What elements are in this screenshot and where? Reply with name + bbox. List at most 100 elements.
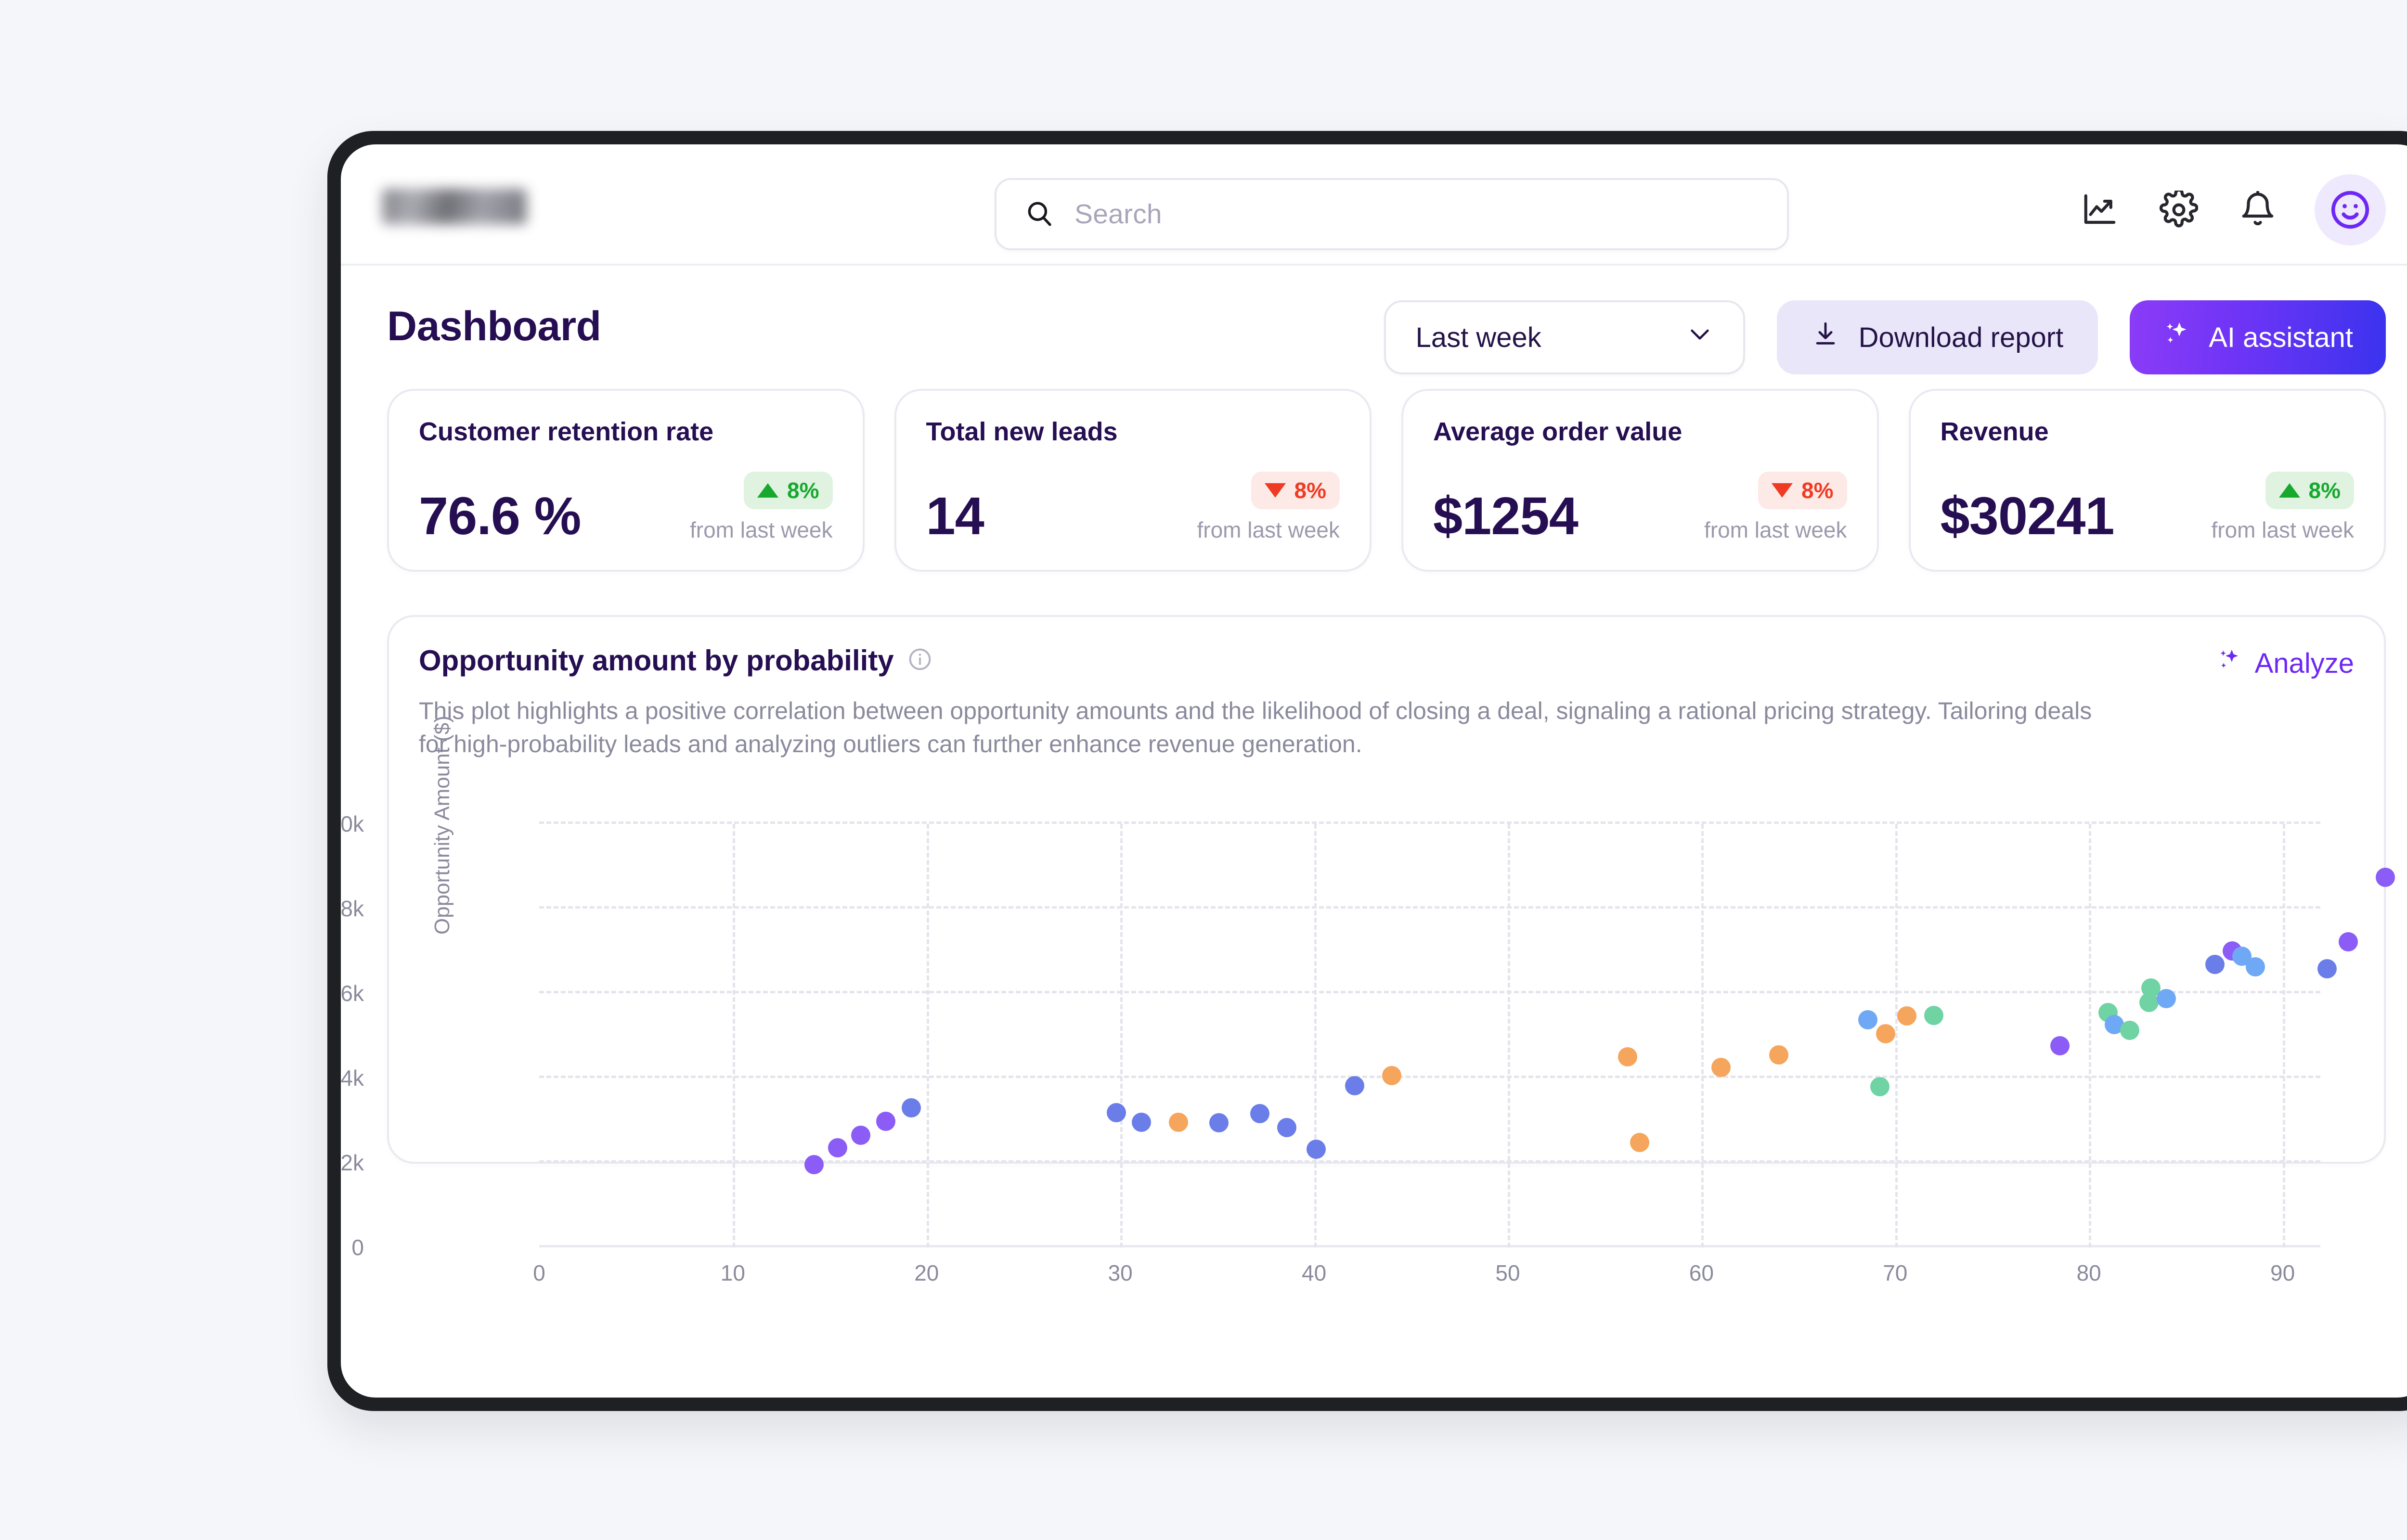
scatter-point[interactable] — [2375, 867, 2395, 887]
scatter-point[interactable] — [1711, 1058, 1731, 1077]
y-axis-tick-label: 8k — [341, 896, 364, 921]
y-axis-tick-label: 4k — [341, 1065, 364, 1091]
kpi-delta: 8% — [787, 478, 819, 503]
scatter-point[interactable] — [2157, 988, 2176, 1008]
trend-down-icon — [1264, 483, 1286, 498]
gridline-horizontal — [539, 821, 2320, 824]
gear-icon[interactable] — [2157, 188, 2201, 232]
y-axis-label: Opportunity Amount ($) — [430, 716, 454, 935]
scatter-point[interactable] — [1277, 1117, 1297, 1137]
gridline-vertical — [733, 824, 736, 1247]
sparkle-icon — [2216, 647, 2242, 680]
gridline-vertical — [2282, 824, 2285, 1247]
download-report-label: Download report — [1858, 321, 2064, 353]
kpi-value: $1254 — [1433, 487, 1579, 546]
x-axis-tick-label: 70 — [1883, 1260, 1908, 1285]
chart-header: Opportunity amount by probability — [419, 644, 2354, 677]
scatter-point[interactable] — [1897, 1006, 1916, 1026]
scatter-point[interactable] — [828, 1138, 847, 1158]
scatter-point[interactable] — [2050, 1036, 2070, 1056]
scatter-point[interactable] — [1168, 1113, 1188, 1132]
x-axis-tick-label: 60 — [1689, 1260, 1714, 1285]
scatter-point[interactable] — [1876, 1024, 1895, 1043]
search-input[interactable] — [1074, 198, 1759, 230]
download-icon — [1812, 320, 1839, 355]
analytics-icon[interactable] — [2078, 188, 2122, 232]
scatter-point[interactable] — [1107, 1103, 1126, 1123]
ai-assistant-button[interactable]: AI assistant — [2130, 300, 2386, 374]
main-content: Dashboard Last week — [341, 266, 2407, 1285]
kpi-title: Average order value — [1433, 417, 1682, 446]
y-axis-tick-label: 2k — [341, 1150, 364, 1175]
plot-grid: 0102030405060708090100 — [533, 821, 2395, 1285]
gridline-vertical — [2089, 824, 2092, 1247]
scatter-point[interactable] — [2139, 993, 2159, 1013]
y-axis-tick-label: 0 — [351, 1235, 364, 1260]
search-icon — [1024, 198, 1054, 231]
scatter-point[interactable] — [2120, 1020, 2139, 1040]
scatter-point[interactable] — [1250, 1104, 1269, 1123]
scatter-point[interactable] — [2339, 932, 2358, 951]
scatter-point[interactable] — [2317, 959, 2337, 978]
gridline-vertical — [1314, 824, 1317, 1247]
scatter-point[interactable] — [2205, 955, 2225, 975]
status-badge: 8% — [1251, 472, 1340, 509]
scatter-point[interactable] — [1924, 1005, 1944, 1025]
gridline-vertical — [926, 824, 929, 1247]
scatter-point[interactable] — [804, 1155, 824, 1175]
info-icon[interactable] — [907, 647, 932, 674]
kpi-subtitle: from last week — [2211, 517, 2354, 542]
company-logo[interactable] — [382, 189, 527, 224]
scatter-plot: Opportunity Amount ($) 0 10 20 30 40 50 60 70 80… — [341, 716, 2395, 1285]
gridline-vertical — [1120, 824, 1123, 1247]
kpi-value: 14 — [926, 487, 984, 546]
trend-down-icon — [1772, 483, 1793, 498]
scatter-point[interactable] — [1209, 1113, 1229, 1133]
scatter-point[interactable] — [1858, 1010, 1878, 1029]
scatter-point[interactable] — [1132, 1112, 1152, 1132]
y-axis-tick-label: 6k — [341, 981, 364, 1006]
top-bar — [341, 144, 2407, 266]
scatter-point[interactable] — [1630, 1132, 1649, 1152]
scatter-point[interactable] — [1345, 1076, 1365, 1095]
analyze-button[interactable]: Analyze — [2216, 647, 2354, 680]
y-axis-tick-label: 10k — [341, 811, 364, 836]
chevron-down-icon — [1686, 321, 1713, 354]
sparkle-icon — [2162, 320, 2191, 355]
kpi-subtitle: from last week — [1704, 517, 1847, 542]
kpi-title: Total new leads — [926, 417, 1118, 446]
kpi-card: Customer retention rate 76.6 % 8% from l… — [387, 389, 865, 572]
x-axis-tick-label: 20 — [914, 1260, 939, 1285]
download-report-button[interactable]: Download report — [1776, 300, 2098, 374]
gridline-vertical — [1895, 824, 1898, 1247]
scatter-point[interactable] — [2246, 957, 2265, 977]
x-axis-tick-label: 30 — [1108, 1260, 1133, 1285]
search-bar[interactable] — [995, 178, 1789, 250]
app-screen: Dashboard Last week — [341, 144, 2407, 1398]
period-select[interactable]: Last week — [1384, 300, 1745, 374]
gridline-horizontal — [539, 1076, 2320, 1078]
trend-up-icon — [2278, 483, 2300, 498]
kpi-card-row: Customer retention rate 76.6 % 8% from l… — [387, 389, 2386, 572]
kpi-subtitle: from last week — [689, 517, 833, 542]
avatar[interactable] — [2315, 174, 2386, 245]
x-axis-tick-label: 90 — [2270, 1260, 2295, 1285]
scatter-point[interactable] — [876, 1111, 896, 1131]
scatter-point[interactable] — [1769, 1045, 1789, 1065]
kpi-subtitle: from last week — [1197, 517, 1340, 542]
chart-panel: Opportunity amount by probability — [341, 615, 2395, 1285]
kpi-delta: 8% — [1294, 478, 1326, 503]
gridline-horizontal — [539, 991, 2320, 993]
scatter-point[interactable] — [1306, 1139, 1326, 1159]
toolbar-actions: Last week Download — [1384, 300, 2386, 374]
scatter-point[interactable] — [1870, 1077, 1889, 1096]
scatter-point[interactable] — [851, 1125, 870, 1145]
scatter-point[interactable] — [1618, 1047, 1638, 1066]
scatter-point[interactable] — [1382, 1065, 1401, 1085]
x-axis-line — [539, 1245, 2320, 1247]
scatter-point[interactable] — [901, 1098, 921, 1117]
x-axis-tick-label: 40 — [1302, 1260, 1327, 1285]
bell-icon[interactable] — [2236, 188, 2280, 232]
kpi-card: Revenue $30241 8% from last week — [1908, 389, 2386, 572]
gridline-horizontal — [539, 1160, 2320, 1163]
